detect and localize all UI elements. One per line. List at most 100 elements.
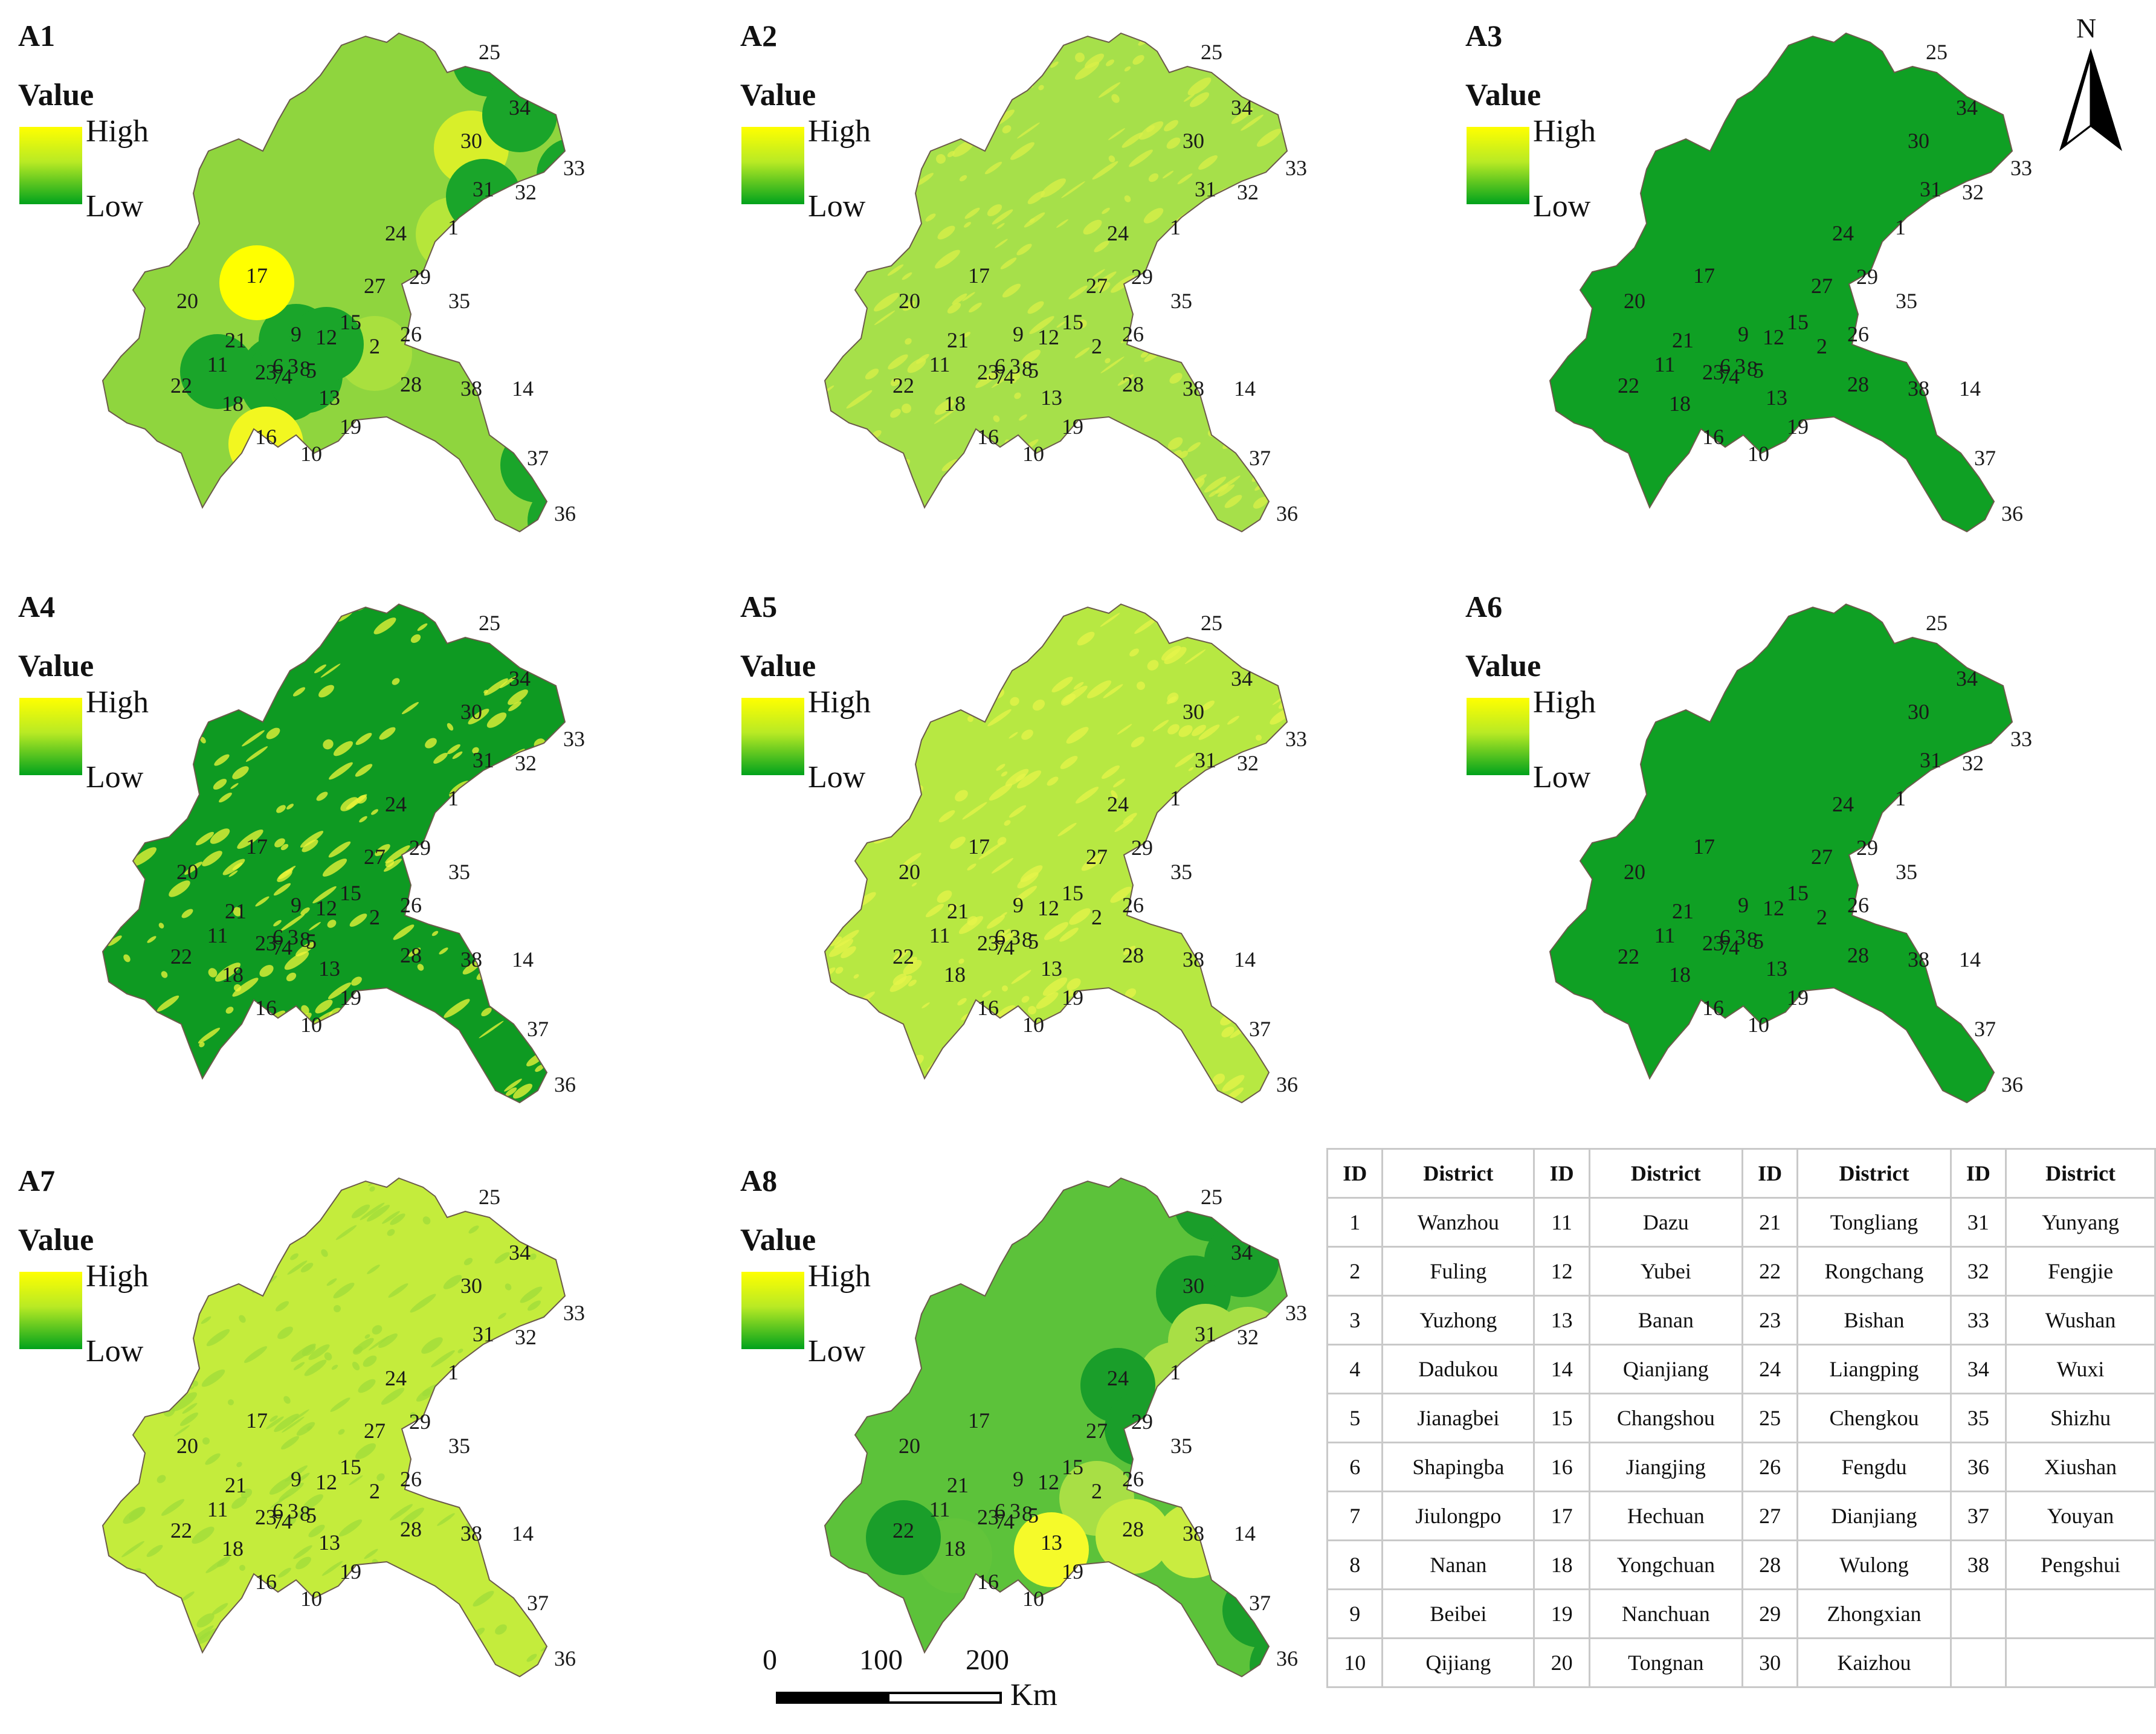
legend-high-label: High (86, 685, 149, 720)
cell-district: Dazu (1588, 1197, 1743, 1248)
district-label: 17 (246, 834, 268, 859)
district-label: 34 (1231, 95, 1253, 120)
district-label: 35 (448, 860, 470, 884)
district-label: 32 (1237, 180, 1259, 204)
cell-district: Fengdu (1796, 1442, 1952, 1492)
region-outline (1549, 32, 2013, 533)
district-label: 8 (300, 927, 311, 952)
district-label: 20 (176, 860, 198, 884)
cell-id: 11 (1533, 1197, 1590, 1248)
district-label: 9 (291, 322, 302, 346)
district-label: 17 (1693, 263, 1715, 288)
north-label: N (2076, 13, 2097, 44)
district-label: 17 (246, 1408, 268, 1433)
district-label: 19 (1062, 1559, 1083, 1584)
district-label: 7 (995, 935, 1005, 959)
district-label: 14 (1234, 376, 1256, 401)
cell-id: 34 (1949, 1344, 2007, 1394)
district-label: 13 (318, 956, 340, 981)
district-label: 36 (2001, 1072, 2023, 1097)
district-label: 13 (1041, 385, 1062, 410)
cell-district: Dadukou (1381, 1344, 1535, 1394)
district-label: 19 (1787, 985, 1809, 1010)
cell-id: 33 (1949, 1295, 2007, 1346)
cell-id: 27 (1741, 1491, 1799, 1541)
district-label: 24 (1107, 1366, 1129, 1390)
region-outline (102, 603, 566, 1104)
district-label: 29 (409, 265, 431, 289)
district-label: 23 (1702, 360, 1724, 384)
district-label: 30 (460, 129, 482, 153)
district-label: 17 (246, 263, 268, 288)
cell-id: 10 (1326, 1637, 1384, 1688)
district-label: 8 (1022, 356, 1033, 381)
table-row: 8 Nanan 18 Yongchuan 28 Wulong 38 Pengshui (1326, 1539, 2156, 1590)
district-label: 38 (1183, 376, 1204, 401)
district-label: 32 (515, 180, 537, 204)
district-label: 32 (1237, 1325, 1259, 1349)
district-label: 19 (340, 1559, 361, 1584)
district-label: 33 (563, 1301, 585, 1325)
cell-district: Fengjie (2005, 1246, 2156, 1297)
district-label: 30 (1183, 1274, 1204, 1298)
district-label: 29 (409, 1410, 431, 1434)
district-label: 7 (273, 364, 283, 388)
legend-title: Value (740, 649, 816, 683)
legend-title: Value (740, 78, 816, 112)
cell-id: 16 (1533, 1442, 1590, 1492)
header-district: District (1381, 1148, 1535, 1199)
district-label: 10 (300, 1013, 322, 1037)
cell-id: 19 (1533, 1588, 1590, 1639)
district-label: 2 (369, 334, 380, 358)
district-label: 18 (222, 392, 244, 416)
district-label: 30 (1908, 129, 1929, 153)
legend-gradient (19, 1272, 82, 1349)
cell-district: Wanzhou (1381, 1197, 1535, 1248)
district-label: 22 (170, 373, 192, 398)
district-label: 14 (1959, 947, 1981, 972)
district-label: 24 (1832, 792, 1854, 816)
district-label: 18 (944, 962, 966, 987)
district-fill (219, 245, 294, 320)
cell-district: Kaizhou (1796, 1637, 1952, 1688)
legend-high-label: High (808, 1259, 871, 1294)
district-label: 15 (1787, 881, 1809, 905)
district-label: 29 (1131, 265, 1153, 289)
district-label: 11 (929, 923, 951, 947)
cell-district: Shizhu (2005, 1393, 2156, 1443)
district-label: 32 (1237, 751, 1259, 775)
district-label: 28 (1122, 372, 1144, 396)
cell-id: 38 (1949, 1539, 2007, 1590)
cell-id: 8 (1326, 1539, 1384, 1590)
district-label: 12 (1763, 325, 1784, 349)
district-label: 4 (1729, 935, 1740, 959)
district-label: 34 (1231, 666, 1253, 691)
district-label: 20 (899, 860, 920, 884)
district-label: 2 (1816, 334, 1827, 358)
cell-district: Wushan (2005, 1295, 2156, 1346)
cell-district: Tongliang (1796, 1197, 1952, 1248)
panel-title: A7 (18, 1164, 56, 1197)
district-label: 29 (1131, 1410, 1153, 1434)
district-label: 23 (255, 1505, 277, 1529)
district-label: 31 (1195, 177, 1216, 201)
table-row: 9 Beibei 19 Nanchuan 29 Zhongxian (1326, 1588, 2156, 1639)
legend-high-label: High (1533, 114, 1596, 149)
district-label: 16 (977, 1570, 999, 1594)
cell-id: 35 (1949, 1393, 2007, 1443)
legend-high-label: High (808, 685, 871, 720)
district-label: 25 (1926, 40, 1948, 64)
district-label: 7 (1720, 364, 1731, 388)
district-label: 6 (995, 1499, 1005, 1523)
cell-district: Youyan (2005, 1491, 2156, 1541)
district-label: 31 (1195, 1322, 1216, 1346)
cell-district: Qianjiang (1588, 1344, 1743, 1394)
district-label: 37 (1974, 446, 1996, 470)
district-label: 19 (1062, 985, 1083, 1010)
district-label: 33 (1285, 156, 1307, 180)
scale-tick-100: 100 (859, 1644, 903, 1676)
cell-district: Yubei (1588, 1246, 1743, 1297)
table-header-row: ID District ID District ID District ID District (1326, 1148, 2156, 1199)
table-row: 7 Jiulongpo 17 Hechuan 27 Dianjiang 37 Youyan (1326, 1491, 2156, 1541)
